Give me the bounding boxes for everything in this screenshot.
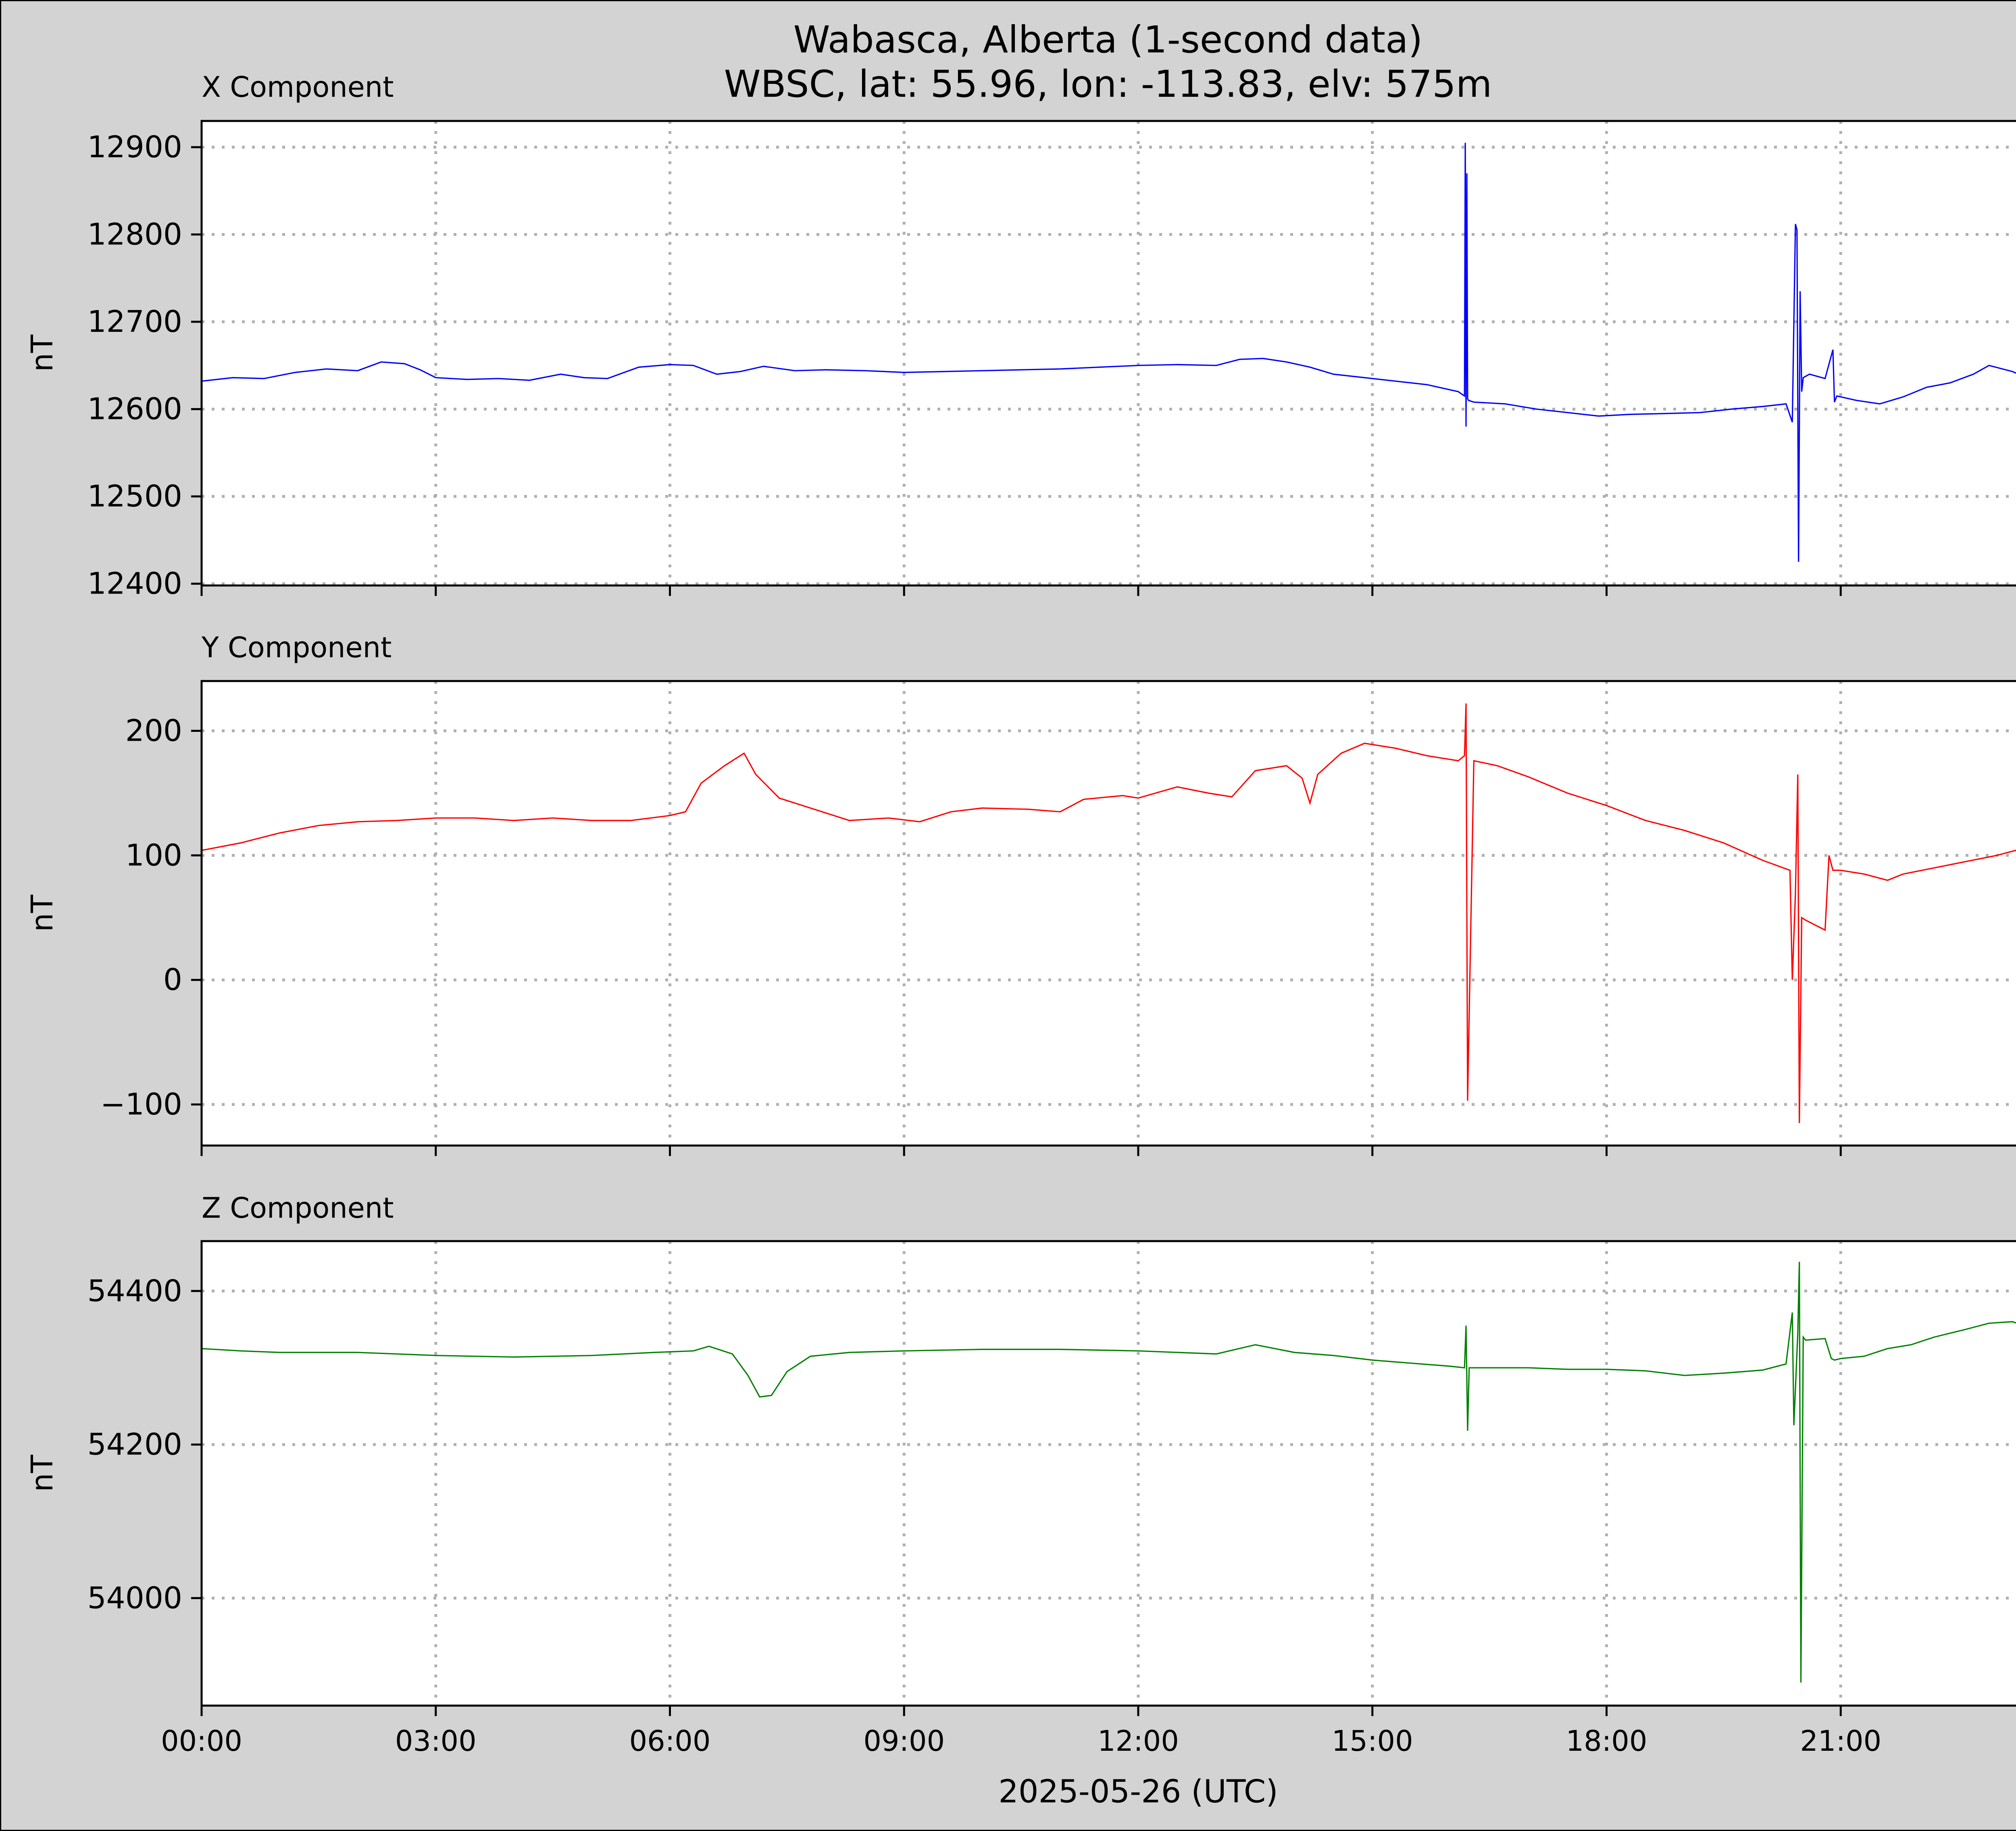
panel-title: Y Component [201,631,392,664]
y-tick-label: 12800 [87,217,182,252]
plot-area [202,121,2016,585]
y-tick-label: 54000 [87,1581,182,1615]
x-tick-label: 03:00 [395,1725,477,1758]
xtick-layer [200,585,1842,596]
ytick-layer: −100 0 100 200 [100,714,202,1122]
y-tick-label: 54200 [87,1427,182,1462]
y-tick-label: 100 [125,838,182,873]
x-tick-label: 09:00 [863,1725,945,1758]
plot-area [202,681,2016,1146]
y-tick-label: 0 [163,962,182,997]
y-tick-label: 12700 [87,304,182,339]
y-axis-label: nT [25,1454,60,1492]
y-axis-label: nT [25,334,60,372]
ytick-layer: 12400 12500 12600 12700 12800 12900 [87,130,202,601]
xtick-layer: 00:00 03:00 06:00 09:00 12:00 15:00 18:00 21:00 [161,1706,1881,1758]
panel-title: Z Component [202,1192,394,1225]
x-tick-label: 06:00 [629,1725,711,1758]
x-tick-label: 15:00 [1332,1725,1413,1758]
panel-x-component: X Component 12400 12500 12600 12700 12800 129… [25,71,2016,601]
panel-y-component: Y Component −100 0 100 200 nT [25,631,2016,1156]
series-line-y [201,703,2016,1123]
series-line-z [201,1262,2016,1683]
grid-layer [202,1241,2016,1706]
ytick-layer: 54000 54200 54400 [87,1274,202,1615]
y-tick-label: 12900 [87,130,182,165]
panel-title: X Component [202,71,394,104]
series-line-x [201,143,2016,562]
y-tick-label: 12600 [87,392,182,427]
y-tick-label: 12400 [87,567,182,601]
x-tick-label: 00:00 [161,1725,242,1758]
grid-layer [202,681,2016,1146]
figure-title-line1: Wabasca, Alberta (1-second data) [793,18,1423,61]
y-tick-label: 200 [125,714,182,748]
y-tick-label: 12500 [87,479,182,514]
x-tick-label: 12:00 [1098,1725,1179,1758]
x-tick-label: 18:00 [1566,1725,1647,1758]
grid-layer [202,121,2016,585]
y-tick-label: −100 [100,1087,182,1122]
xtick-layer [200,1146,1842,1156]
x-axis-label: 2025-05-26 (UTC) [998,1774,1278,1810]
y-axis-label: nT [25,894,60,932]
y-tick-label: 54400 [87,1274,182,1308]
figure-title-line2: WBSC, lat: 55.96, lon: -113.83, elv: 575… [724,62,1492,106]
plot-area [202,1241,2016,1706]
x-tick-label: 21:00 [1800,1725,1881,1758]
panel-z-component: Z Component 54000 54200 54400 00:00 03:00 06… [25,1192,2016,1758]
